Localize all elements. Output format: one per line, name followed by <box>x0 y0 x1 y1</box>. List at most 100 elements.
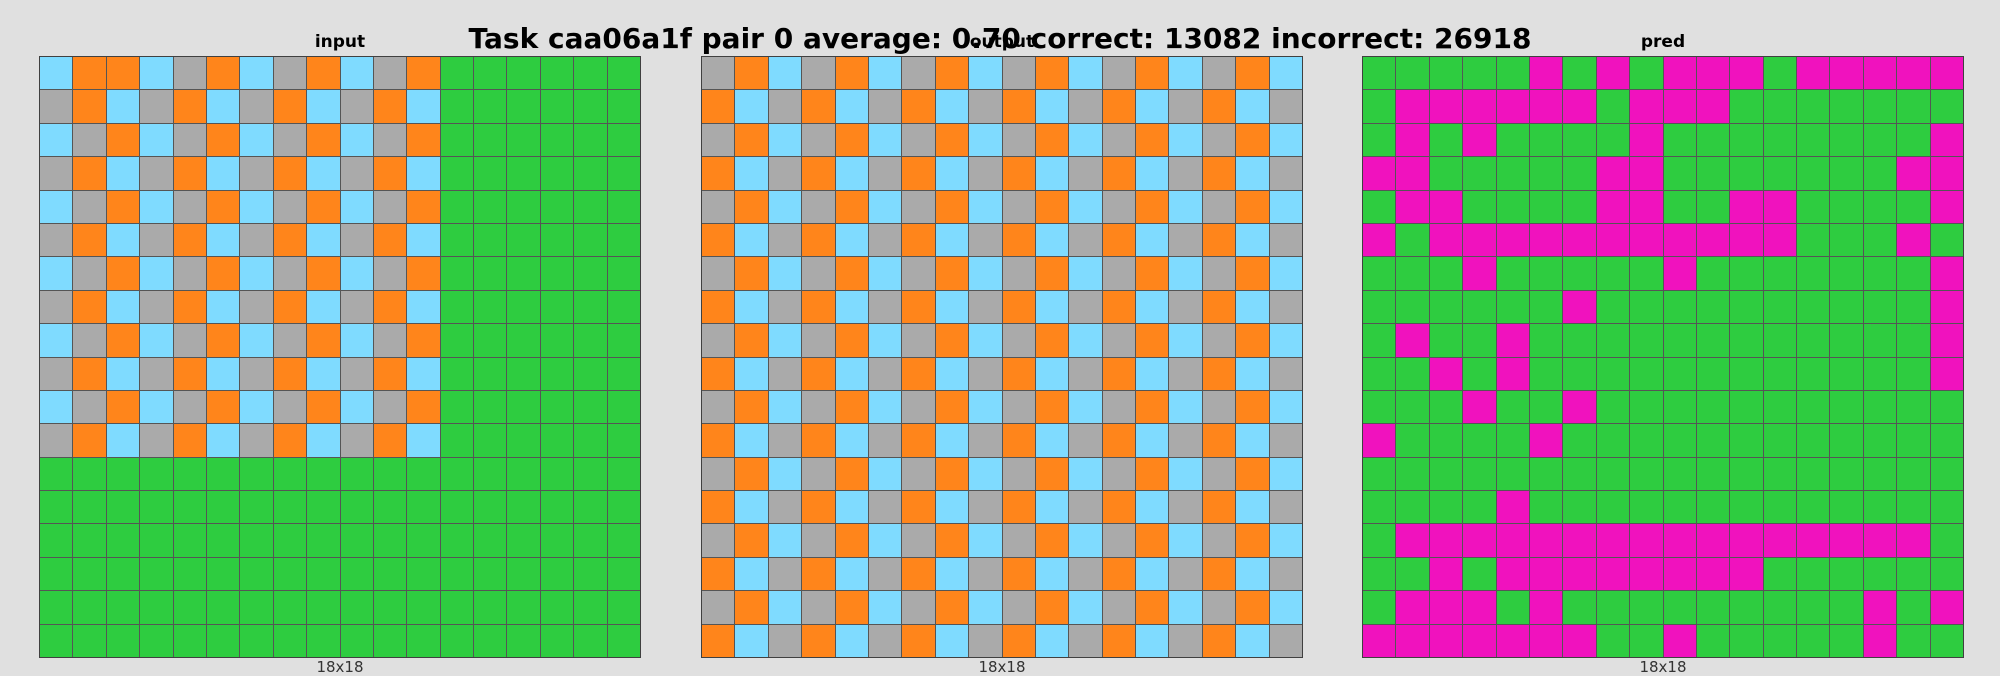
grid-cell <box>206 457 240 491</box>
grid-cell <box>206 491 240 524</box>
grid-cell <box>1396 57 1429 90</box>
grid-cell <box>1730 557 1763 591</box>
grid-cell <box>340 624 373 657</box>
grid-cell <box>1863 190 1897 223</box>
grid-cell <box>340 524 373 557</box>
grid-cell <box>373 390 407 424</box>
grid-cell <box>802 190 835 223</box>
grid-cell <box>835 257 868 290</box>
grid-cell <box>307 324 340 357</box>
grid-cell <box>1463 257 1496 290</box>
grid-cell <box>702 223 735 257</box>
grid-cell <box>273 357 307 390</box>
grid-cell <box>1663 57 1696 90</box>
grid-cell <box>1069 190 1102 223</box>
grid-cell <box>240 390 273 424</box>
grid-cell <box>1696 524 1730 557</box>
grid-cell <box>1236 157 1269 190</box>
grid-cell <box>1563 290 1596 324</box>
grid-cell <box>1930 123 1963 157</box>
grid-cell <box>1830 624 1863 657</box>
grid-cell <box>1663 123 1696 157</box>
grid-cell <box>307 424 340 457</box>
grid-cell <box>1663 357 1696 390</box>
grid-cell <box>1463 491 1496 524</box>
grid-cell <box>868 257 902 290</box>
grid-cell <box>1169 190 1202 223</box>
grid-cell <box>969 524 1002 557</box>
grid-cell <box>173 157 206 190</box>
grid-cell <box>407 257 440 290</box>
grid-cell <box>240 457 273 491</box>
grid-cell <box>73 357 106 390</box>
grid-cell <box>868 390 902 424</box>
grid-cell <box>507 491 540 524</box>
grid-cell <box>140 357 173 390</box>
grid-cell <box>240 157 273 190</box>
grid-cell <box>607 591 640 624</box>
grid-cell <box>440 591 474 624</box>
grid-cell <box>1363 624 1396 657</box>
grid-cell <box>835 324 868 357</box>
grid-cell <box>474 491 507 524</box>
grid-cell <box>902 157 935 190</box>
grid-cell <box>1630 290 1663 324</box>
grid-cell <box>440 190 474 223</box>
grid-cell <box>1169 390 1202 424</box>
grid-cell <box>40 557 73 591</box>
grid-cell <box>1363 123 1396 157</box>
grid-cell <box>1830 557 1863 591</box>
grid-cell <box>1102 223 1136 257</box>
grid-cell <box>1396 324 1429 357</box>
grid-cell <box>935 557 969 591</box>
grid-cell <box>407 157 440 190</box>
grid-cell <box>1236 190 1269 223</box>
grid-cell <box>240 357 273 390</box>
grid-cell <box>735 357 768 390</box>
grid-cell <box>902 57 935 90</box>
grid-cell <box>507 324 540 357</box>
grid-cell <box>106 524 140 557</box>
grid-cell <box>1396 390 1429 424</box>
grid-cell <box>373 90 407 123</box>
grid-cell <box>969 424 1002 457</box>
grid-cell <box>1136 57 1169 90</box>
grid-cell <box>1269 290 1302 324</box>
grid-cell <box>1169 424 1202 457</box>
grid-cell <box>1002 157 1035 190</box>
grid-cell <box>1496 524 1529 557</box>
grid-cell <box>1136 524 1169 557</box>
grid-cell <box>1035 324 1069 357</box>
grid-cell <box>106 557 140 591</box>
grid-cell <box>1463 57 1496 90</box>
grid-cell <box>106 90 140 123</box>
grid-cell <box>735 324 768 357</box>
grid-cell <box>1730 257 1763 290</box>
grid-cell <box>1763 123 1797 157</box>
grid-cell <box>1696 557 1730 591</box>
grid-cell <box>40 491 73 524</box>
grid-cell <box>935 491 969 524</box>
grid-cell <box>1002 223 1035 257</box>
grid-cell <box>1396 357 1429 390</box>
grid-cell <box>1696 591 1730 624</box>
grid-cell <box>1563 123 1596 157</box>
grid-cell <box>540 557 574 591</box>
grid-cell <box>1035 457 1069 491</box>
grid-cell <box>835 357 868 390</box>
grid-cell <box>1830 123 1863 157</box>
grid-cell <box>1035 557 1069 591</box>
grid-cell <box>1830 90 1863 123</box>
grid-cell <box>407 624 440 657</box>
grid-cell <box>1269 57 1302 90</box>
grid-cell <box>1102 591 1136 624</box>
grid-cell <box>1202 90 1236 123</box>
grid-cell <box>735 591 768 624</box>
grid-cell <box>574 357 607 390</box>
grid-cell <box>935 223 969 257</box>
grid-cell <box>1863 324 1897 357</box>
grid-cell <box>1169 457 1202 491</box>
grid-cell <box>40 157 73 190</box>
grid-cell <box>1169 123 1202 157</box>
grid-cell <box>206 90 240 123</box>
